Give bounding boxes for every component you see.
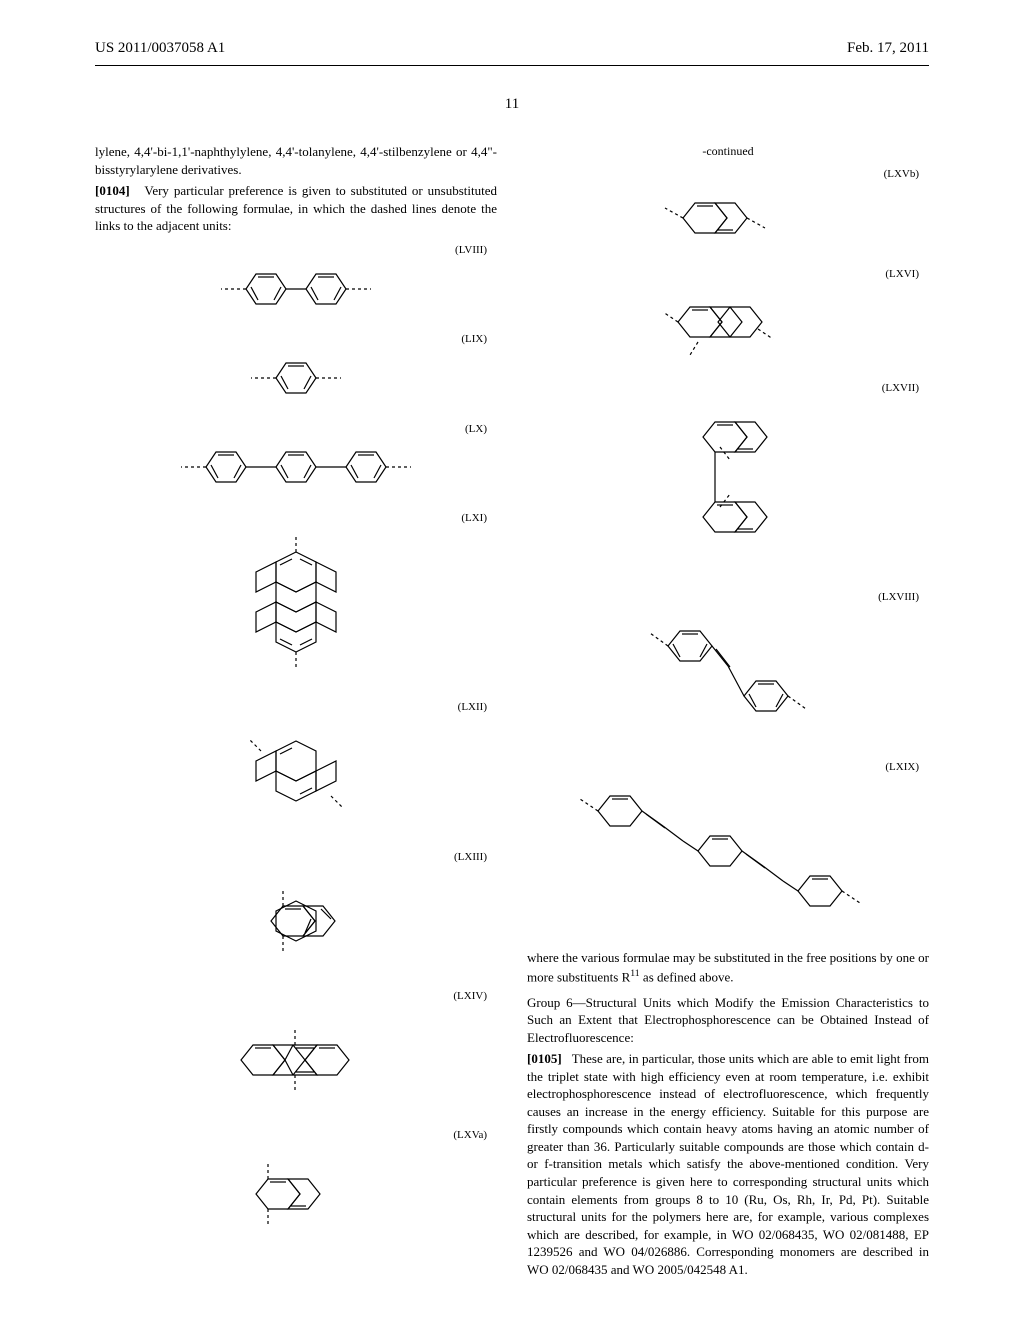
formula-label-lxvi: (LXVI) <box>527 267 919 282</box>
formula-label-lxvb: (LXVb) <box>527 167 919 182</box>
formula-label-lviii: (LVIII) <box>95 243 487 258</box>
paragraph-0105: [0105] These are, in particular, those u… <box>527 1050 929 1278</box>
intro-paragraph: lylene, 4,4'-bi-1,1'-naphthylylene, 4,4'… <box>95 143 497 178</box>
structure-lxvb <box>527 188 929 253</box>
formula-label-lx: (LX) <box>95 422 487 437</box>
para-num-0105: [0105] <box>527 1051 562 1066</box>
formula-label-lxix: (LXIX) <box>527 760 919 775</box>
publication-date: Feb. 17, 2011 <box>847 40 929 57</box>
where-sup: 11 <box>630 968 639 979</box>
structure-lx <box>95 442 497 497</box>
page-header: US 2011/0037058 A1 Feb. 17, 2011 <box>0 0 1024 65</box>
left-column: lylene, 4,4'-bi-1,1'-naphthylylene, 4,4'… <box>95 143 497 1278</box>
formula-label-lxiv: (LXIV) <box>95 989 487 1004</box>
structure-lxii <box>95 721 497 836</box>
para-0105-text: These are, in particular, those units wh… <box>527 1051 929 1277</box>
formula-label-lxva: (LXVa) <box>95 1128 487 1143</box>
structure-lxvii <box>527 402 929 577</box>
formula-label-lxii: (LXII) <box>95 700 487 715</box>
para-num-0104: [0104] <box>95 183 130 198</box>
group6-heading: Group 6—Structural Units which Modify th… <box>527 994 929 1047</box>
publication-number: US 2011/0037058 A1 <box>95 40 225 57</box>
formula-label-lxviii: (LXVIII) <box>527 590 919 605</box>
paragraph-0104: [0104] Very particular preference is giv… <box>95 182 497 235</box>
formula-label-lxi: (LXI) <box>95 511 487 526</box>
structure-lxviii <box>527 611 929 746</box>
formula-label-lix: (LIX) <box>95 332 487 347</box>
structure-lxvi <box>527 287 929 367</box>
page-number: 11 <box>0 96 1024 113</box>
content-area: lylene, 4,4'-bi-1,1'-naphthylylene, 4,4'… <box>0 113 1024 1278</box>
right-column: -continued (LXVb) (LXVI) <box>527 143 929 1278</box>
structure-lxiii <box>95 871 497 976</box>
para-0104-text: Very particular preference is given to s… <box>95 183 497 233</box>
where-paragraph: where the various formulae may be substi… <box>527 949 929 985</box>
structure-lviii <box>95 264 497 319</box>
structure-lxiv <box>95 1010 497 1115</box>
structure-lxi <box>95 532 497 687</box>
structure-lxix <box>527 781 929 936</box>
formula-label-lxiii: (LXIII) <box>95 850 487 865</box>
where-end: as defined above. <box>640 969 734 984</box>
structure-lxva <box>95 1149 497 1244</box>
structure-lix <box>95 353 497 408</box>
formula-label-lxvii: (LXVII) <box>527 381 919 396</box>
header-rule <box>95 65 929 66</box>
continued-label: -continued <box>527 143 929 159</box>
